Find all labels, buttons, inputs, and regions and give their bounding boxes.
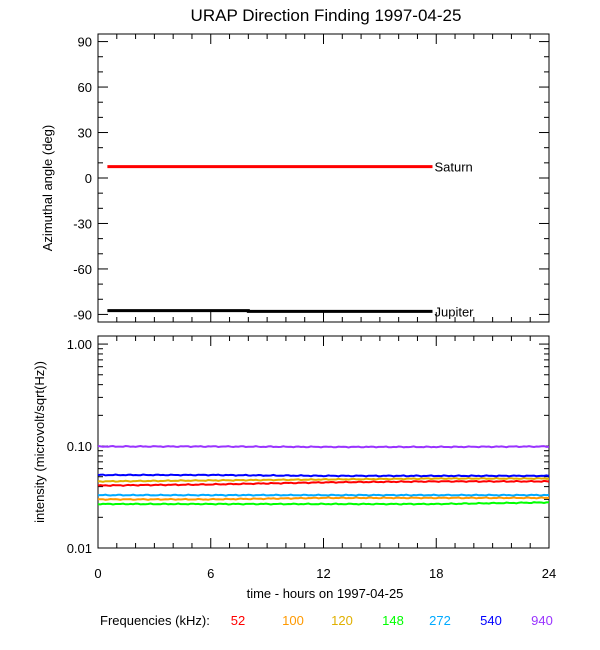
azimuth-y-tick-label: 60 [78, 80, 92, 95]
intensity-series-272 [97, 493, 550, 497]
intensity-y-tick-label: 1.00 [67, 337, 92, 352]
azimuth-series: Saturn Jupiter [107, 160, 474, 319]
intensity-series-940 [97, 444, 550, 449]
azimuth-y-ticks: 90 60 30 0 -30 -60 -90 [73, 35, 549, 322]
azimuth-panel: Azimuthal angle (deg) 90 60 30 0 -30 -60 -90 S… [40, 33, 550, 323]
frequency-legend-title: Frequencies (kHz): [100, 613, 210, 628]
chart-title: URAP Direction Finding 1997-04-25 [191, 6, 462, 25]
intensity-y-tick-label: 0.01 [67, 541, 92, 556]
intensity-panel: intensity (microvolt/sqrt(Hz)) 1.000.100… [32, 335, 556, 601]
frequency-legend-item-148: 148 [382, 613, 404, 628]
series-line-jupiter [107, 309, 433, 313]
series-label-jupiter: Jupiter [434, 304, 474, 319]
intensity-series-52 [97, 479, 550, 487]
intensity-y-ticks: 1.00 0.10 0.01 [67, 337, 549, 556]
azimuth-y-tick-label: -30 [73, 216, 92, 231]
azimuth-y-axis-label: Azimuthal angle (deg) [40, 125, 55, 251]
frequency-legend-item-272: 272 [429, 613, 451, 628]
intensity-y-axis-label: intensity (microvolt/sqrt(Hz)) [32, 361, 47, 523]
azimuth-plot-frame [97, 33, 550, 323]
frequency-legend-items: 52 100 120 148 272 540 940 [231, 613, 553, 628]
frequency-legend-item-52: 52 [231, 613, 245, 628]
intensity-plot-frame [97, 335, 550, 549]
intensity-series-540 [97, 473, 550, 478]
frequency-legend-item-100: 100 [282, 613, 304, 628]
frequency-legend-item-540: 540 [480, 613, 502, 628]
intensity-y-tick-label: 0.10 [67, 439, 92, 454]
intensity-series-100 [97, 496, 550, 501]
azimuth-y-tick-label: 90 [78, 35, 92, 50]
intensity-x-tick-label: 12 [316, 566, 330, 581]
intensity-x-axis-label: time - hours on 1997-04-25 [247, 586, 404, 601]
intensity-series-120 [97, 476, 550, 483]
intensity-series [97, 444, 550, 506]
azimuth-y-tick-label: -90 [73, 307, 92, 322]
azimuth-y-tick-label: 0 [85, 171, 92, 186]
azimuth-y-tick-label: -60 [73, 262, 92, 277]
azimuth-x-ticks [97, 34, 550, 322]
intensity-x-tick-label: 24 [542, 566, 556, 581]
intensity-x-ticks: 0 6 12 18 24 [94, 336, 556, 581]
intensity-x-tick-label: 0 [94, 566, 101, 581]
series-label-saturn: Saturn [434, 160, 472, 175]
intensity-x-tick-label: 18 [429, 566, 443, 581]
frequency-legend: Frequencies (kHz): 52 100 120 148 272 540 940 [100, 613, 553, 628]
intensity-series-148 [97, 501, 550, 506]
frequency-legend-item-120: 120 [331, 613, 353, 628]
frequency-legend-item-940: 940 [531, 613, 553, 628]
intensity-x-tick-label: 6 [207, 566, 214, 581]
azimuth-y-tick-label: 30 [78, 126, 92, 141]
